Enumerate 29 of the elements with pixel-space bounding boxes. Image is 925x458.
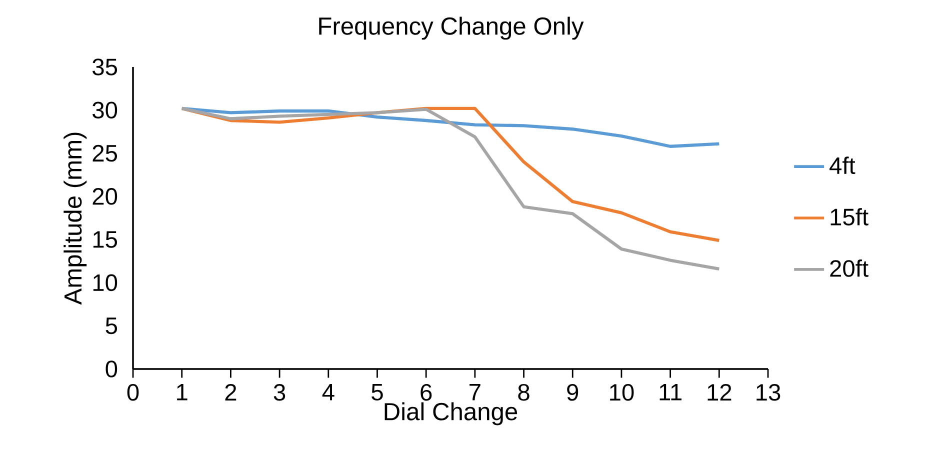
legend-label: 4ft bbox=[830, 156, 856, 174]
y-tick-label: 0 bbox=[106, 360, 118, 378]
x-axis-title: Dial Change bbox=[384, 402, 518, 426]
x-tick-label: 13 bbox=[756, 384, 780, 401]
legend-label: 15ft bbox=[830, 208, 868, 226]
x-tick-label: 8 bbox=[518, 384, 530, 401]
x-tick-label: 1 bbox=[177, 384, 188, 400]
y-tick-label: 35 bbox=[92, 58, 118, 76]
line-series bbox=[180, 106, 721, 270]
x-tick-label: 6 bbox=[420, 384, 432, 401]
x-tick-label: 4 bbox=[322, 384, 334, 400]
x-tick-label: 11 bbox=[660, 384, 682, 400]
x-tick-label: 3 bbox=[274, 384, 286, 401]
legend-label: 20ft bbox=[830, 260, 868, 277]
x-tick-label: 12 bbox=[708, 384, 732, 401]
x-tick-label: 7 bbox=[470, 384, 480, 400]
y-tick-label: 5 bbox=[106, 318, 118, 334]
x-tick-label: 10 bbox=[610, 384, 634, 401]
x-tick-label: 0 bbox=[127, 384, 139, 401]
x-tick-label: 9 bbox=[567, 384, 578, 401]
chart-title: Frequency Change Only bbox=[319, 16, 584, 40]
y-tick-label: 25 bbox=[92, 144, 118, 162]
y-axis-title: Amplitude (mm) bbox=[64, 132, 87, 305]
y-tick-label: 20 bbox=[92, 188, 118, 205]
y-tick-label: 10 bbox=[93, 274, 118, 292]
y-tick-label: 15 bbox=[93, 231, 118, 248]
x-tick-label: 5 bbox=[372, 384, 383, 401]
y-tick-label: 30 bbox=[92, 102, 118, 119]
x-tick-label: 2 bbox=[225, 384, 236, 401]
